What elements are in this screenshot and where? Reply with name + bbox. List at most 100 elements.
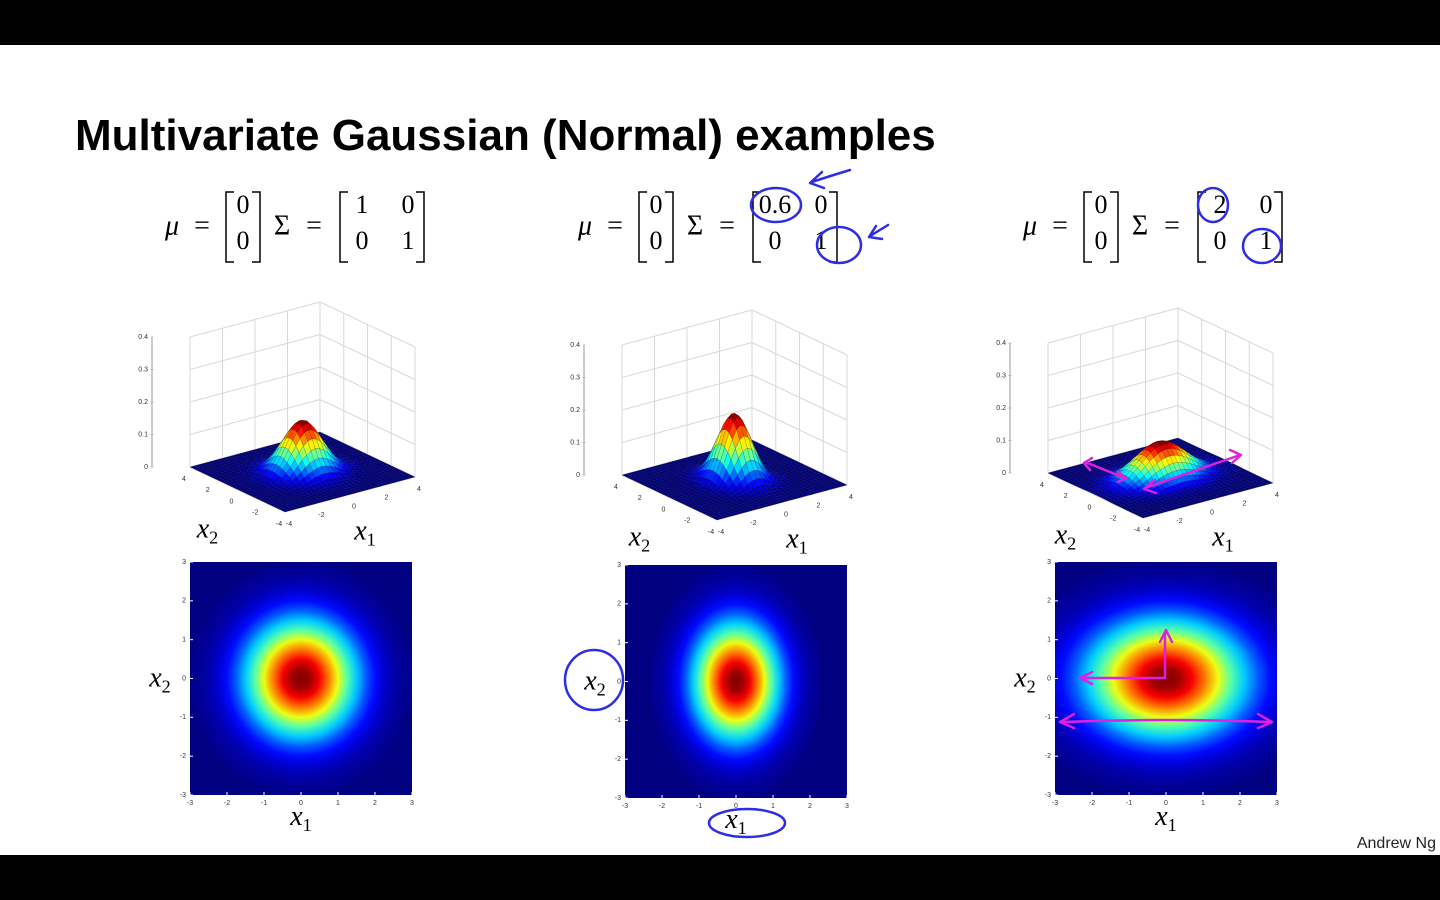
z-tick-label: 0.4	[138, 334, 148, 341]
x1-tick-label: 4	[417, 486, 421, 493]
x1-tick-label: 3	[410, 800, 414, 807]
x2-tick-label: 4	[182, 476, 186, 483]
x2-tick-label: -2	[615, 756, 621, 763]
x1-tick-label: 2	[808, 803, 812, 810]
mu-entry: 0	[237, 190, 250, 219]
mu-symbol: μ	[577, 210, 592, 241]
x1-tick-label: 4	[849, 494, 853, 501]
x2-axis-label: x2	[1013, 663, 1036, 697]
x1-tick-label: 2	[1238, 800, 1242, 807]
sigma-entry: 0	[769, 226, 782, 255]
annotation-circle	[815, 225, 863, 265]
sigma-symbol: Σ	[687, 210, 703, 241]
x2-axis-label-var: x	[628, 522, 642, 553]
x2-axis-label: x2	[196, 514, 219, 548]
sigma-entry: 0	[815, 190, 828, 219]
grid-line	[621, 309, 753, 346]
z-tick-label: 0.3	[138, 366, 148, 373]
handwritten-annotations	[563, 168, 1283, 839]
annotation-circle	[749, 186, 803, 224]
matrix-bracket	[339, 191, 348, 263]
mu-symbol: μ	[1022, 210, 1037, 241]
x2-tick-label: -4	[708, 529, 714, 536]
x1-axis-label-var: x	[785, 524, 799, 555]
x2-axis-label-var: x	[196, 514, 210, 545]
x1-axis-label-sub: 1	[367, 530, 376, 550]
x1-axis-label-sub: 1	[303, 815, 312, 835]
matrix-bracket	[225, 191, 234, 263]
x1-tick-label: 4	[1275, 492, 1279, 499]
grid-line	[319, 301, 416, 348]
x1-axis-label: x1	[1154, 801, 1177, 835]
x1-axis-label: x1	[353, 516, 376, 550]
x1-tick-label: -2	[750, 520, 756, 527]
x1-axis-label-var: x	[353, 516, 367, 547]
sigma-entry: 0	[1214, 226, 1227, 255]
x2-axis-label: x2	[628, 522, 651, 556]
x2-tick-label: 2	[1047, 598, 1051, 605]
x1-tick-label: -4	[1144, 527, 1150, 534]
x2-axis-label-var: x	[1054, 520, 1068, 551]
x1-tick-label: -3	[622, 803, 628, 810]
grid-line	[751, 309, 848, 356]
annotation-arrow	[1078, 628, 1174, 686]
x1-tick-label: 0	[784, 511, 788, 518]
gaussian-surface	[621, 412, 848, 521]
equals-sign: =	[1052, 210, 1068, 241]
equals-sign: =	[306, 210, 322, 241]
x2-tick-label: -2	[1045, 753, 1051, 760]
sigma-symbol: Σ	[274, 210, 290, 241]
x1-tick-label: 2	[1243, 501, 1247, 508]
x2-axis-label-var: x	[583, 666, 597, 697]
mu-entry: 0	[650, 190, 663, 219]
x1-tick-label: 0	[299, 800, 303, 807]
x2-tick-label: -3	[1045, 792, 1051, 799]
x1-tick-label: 3	[845, 803, 849, 810]
mu-entry: 0	[1095, 226, 1108, 255]
grid-line	[319, 366, 416, 413]
annotation-arrow	[867, 223, 890, 241]
sigma-entry: 0	[402, 190, 415, 219]
x2-tick-label: -4	[276, 521, 282, 528]
grid-line	[319, 399, 416, 445]
annotation-circle	[707, 807, 787, 839]
grid-line	[319, 334, 416, 380]
grid-line	[621, 374, 753, 411]
z-tick-label: 0.2	[138, 399, 148, 406]
equals-sign: =	[1164, 210, 1180, 241]
grid-line	[1177, 340, 1274, 386]
x2-tick-label: -2	[684, 518, 690, 525]
x2-tick-label: -1	[615, 717, 621, 724]
z-tick-label: 0.3	[996, 372, 1006, 379]
annotation-arrow	[1082, 456, 1128, 484]
x2-axis-label: x2	[1054, 520, 1077, 554]
x2-tick-label: 1	[1047, 637, 1051, 644]
matrix-bracket	[665, 191, 674, 263]
x1-tick-label: -2	[224, 800, 230, 807]
annotation-circle	[1196, 186, 1230, 224]
x1-tick-label: -4	[718, 529, 724, 536]
z-tick-label: 0	[1002, 470, 1006, 477]
x1-axis-label: x1	[289, 801, 312, 835]
grid-line	[751, 374, 848, 421]
x1-axis-label-sub: 1	[1168, 815, 1177, 835]
x2-tick-label: -4	[1134, 527, 1140, 534]
x1-tick-label: 1	[1201, 800, 1205, 807]
z-tick-label: 0	[144, 464, 148, 471]
z-tick-label: 0.1	[570, 439, 580, 446]
z-tick-label: 0.3	[570, 374, 580, 381]
x2-tick-label: -1	[1045, 714, 1051, 721]
grid-line	[189, 301, 321, 338]
x2-tick-label: 0	[182, 675, 186, 682]
x2-axis-label-sub: 2	[1067, 534, 1076, 554]
x2-tick-label: 0	[1047, 675, 1051, 682]
grid-line	[1177, 307, 1274, 354]
x1-tick-label: -2	[1089, 800, 1095, 807]
x2-axis-label-sub: 2	[209, 528, 218, 548]
grid-line	[751, 407, 848, 453]
